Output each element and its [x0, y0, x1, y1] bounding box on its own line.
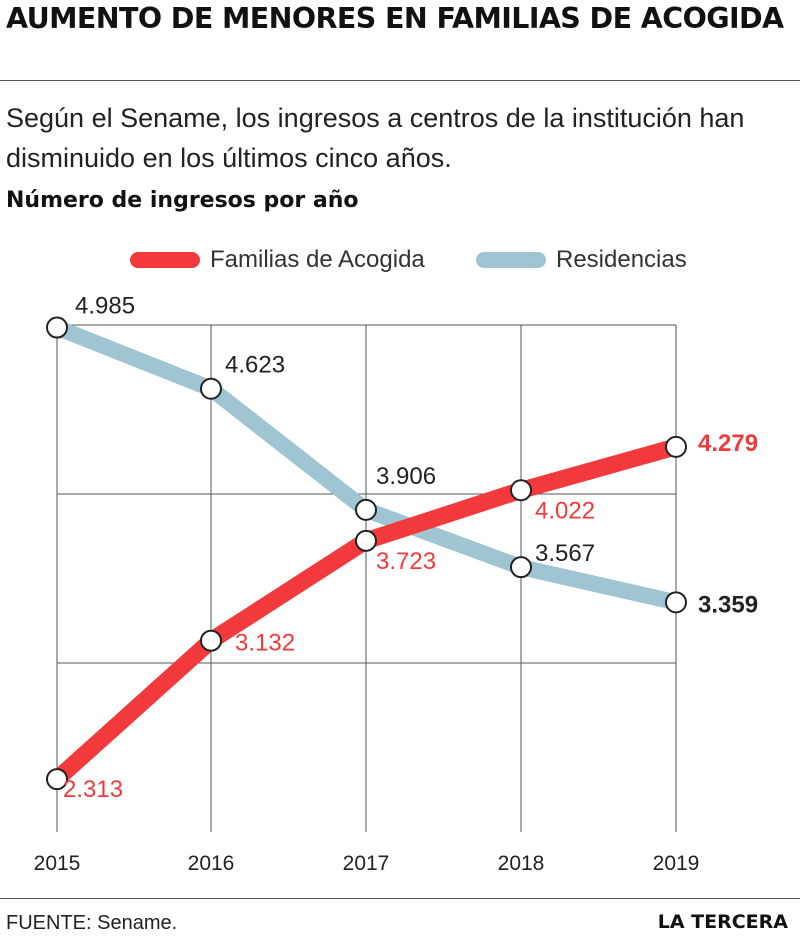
point-residencias: [665, 591, 687, 614]
legend-label-familias: Familias de Acogida: [210, 246, 425, 273]
data-label-familias: 4.279: [698, 430, 758, 457]
chart-title: Número de ingresos por año: [6, 188, 359, 213]
data-label-residencias: 4.985: [75, 293, 135, 320]
data-label-residencias: 3.567: [535, 540, 595, 567]
x-tick-label: 2015: [34, 852, 81, 875]
point-residencias: [510, 556, 532, 579]
point-residencias: [355, 498, 377, 521]
data-label-familias: 3.723: [376, 548, 436, 575]
brand-logo: LA TERCERA: [657, 911, 788, 933]
point-familias: [200, 629, 222, 652]
data-label-residencias: 3.359: [698, 591, 758, 618]
top-divider: [0, 80, 800, 81]
x-tick-label: 2016: [188, 852, 235, 875]
data-label-residencias: 4.623: [225, 352, 285, 379]
bottom-divider: [0, 898, 800, 899]
legend-item-familias: Familias de Acogida: [130, 242, 425, 278]
x-tick-label: 2018: [498, 852, 545, 875]
data-label-residencias: 3.906: [376, 463, 436, 490]
point-residencias: [46, 316, 68, 339]
legend-swatch-familias: [130, 252, 200, 268]
x-tick-label: 2017: [343, 852, 390, 875]
page-title: AUMENTO DE MENORES EN FAMILIAS DE ACOGID…: [6, 2, 784, 35]
source-note: FUENTE: Sename.: [6, 912, 178, 934]
point-familias: [510, 479, 532, 502]
point-familias: [46, 768, 68, 791]
legend-item-residencias: Residencias: [476, 242, 687, 278]
legend-label-residencias: Residencias: [556, 246, 687, 273]
point-familias: [355, 529, 377, 552]
x-tick-label: 2019: [653, 852, 700, 875]
data-label-familias: 3.132: [235, 630, 295, 657]
subtitle: Según el Sename, los ingresos a centros …: [6, 103, 745, 173]
point-residencias: [200, 377, 222, 400]
legend: Familias de Acogida Residencias: [0, 242, 800, 278]
legend-swatch-residencias: [476, 252, 546, 268]
point-familias: [665, 435, 687, 458]
data-label-familias: 4.022: [535, 497, 595, 524]
data-label-familias: 2.313: [63, 776, 123, 803]
